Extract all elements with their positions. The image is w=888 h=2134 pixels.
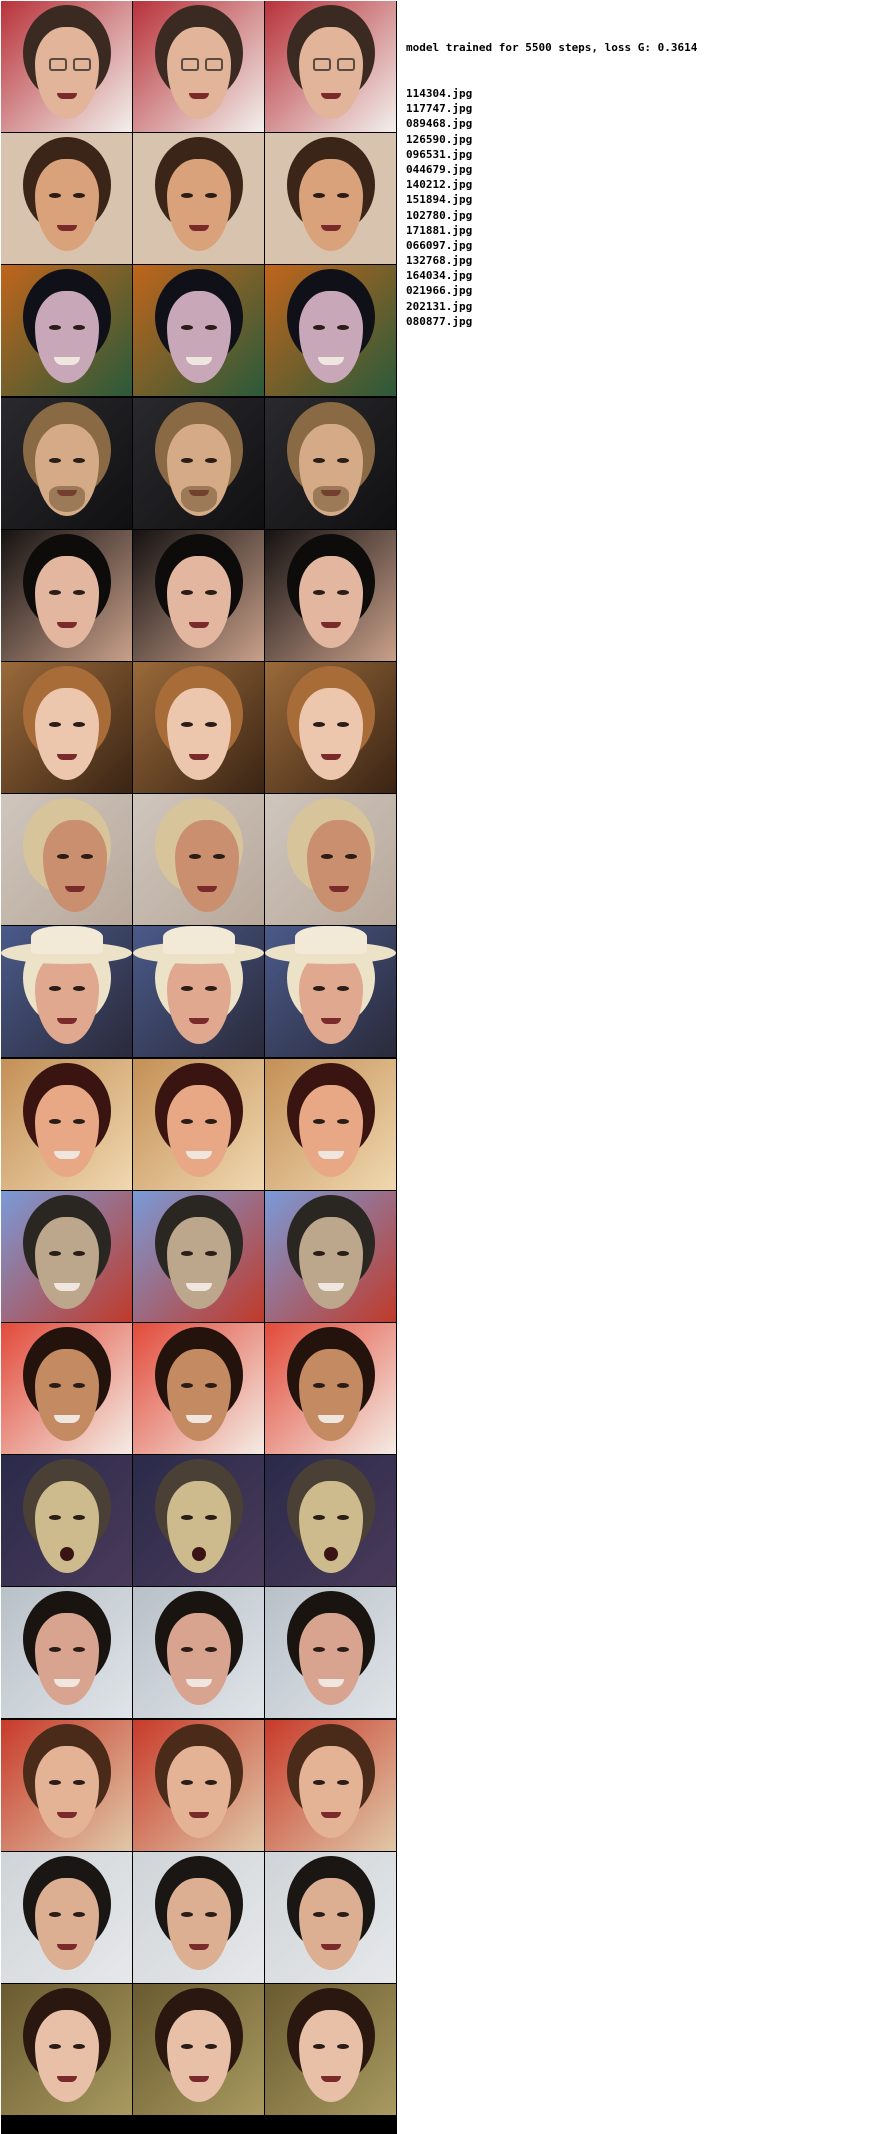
face-image	[265, 1455, 396, 1586]
file-name-12: 164034.jpg	[406, 269, 473, 283]
file-name-7: 151894.jpg	[406, 193, 473, 207]
face-image	[133, 133, 264, 264]
face-image	[265, 133, 396, 264]
face-image	[265, 1191, 396, 1322]
face-image	[133, 1720, 264, 1851]
face-image	[1, 662, 132, 793]
face-image	[1, 1455, 132, 1586]
file-name-1: 117747.jpg	[406, 102, 473, 116]
face-image	[133, 1191, 264, 1322]
face-image	[133, 1984, 264, 2115]
face-image	[265, 1720, 396, 1851]
face-image	[133, 1455, 264, 1586]
face-image	[133, 794, 264, 925]
face-image	[133, 265, 264, 396]
training-status-text: model trained for 5500 steps, loss G: 0.…	[406, 41, 698, 55]
image-row-2	[1, 265, 397, 396]
image-row-0	[1, 1, 397, 132]
face-image	[133, 398, 264, 529]
face-image	[133, 530, 264, 661]
image-row-12	[1, 1587, 397, 1718]
face-image	[133, 1852, 264, 1983]
face-image	[265, 794, 396, 925]
file-name-13: 021966.jpg	[406, 284, 473, 298]
face-image	[1, 1587, 132, 1718]
face-image	[133, 662, 264, 793]
info-panel: model trained for 5500 steps, loss G: 0.…	[406, 10, 698, 328]
image-row-6	[1, 794, 397, 925]
file-name-0: 114304.jpg	[406, 87, 473, 100]
face-image	[265, 926, 396, 1057]
image-row-3	[1, 398, 397, 529]
file-name-14: 202131.jpg	[406, 299, 473, 313]
image-row-15	[1, 1984, 397, 2115]
face-image	[133, 1, 264, 132]
face-image	[1, 926, 132, 1057]
file-name-4: 096531.jpg	[406, 147, 473, 161]
face-image	[265, 398, 396, 529]
file-list: 114304.jpg 117747.jpg 089468.jpg 126590.jpg…	[406, 86, 697, 328]
face-image	[1, 1, 132, 132]
face-image	[1, 398, 132, 529]
face-image	[1, 794, 132, 925]
image-row-8	[1, 1059, 397, 1190]
sample-image-grid	[1, 1, 397, 2134]
image-row-5	[1, 662, 397, 793]
face-image	[1, 1323, 132, 1454]
file-name-2: 089468.jpg	[406, 117, 473, 131]
face-image	[265, 1323, 396, 1454]
face-image	[1, 265, 132, 396]
face-image	[1, 133, 132, 264]
face-image	[1, 1191, 132, 1322]
face-image	[1, 1984, 132, 2115]
face-image	[265, 530, 396, 661]
face-image	[133, 1587, 264, 1718]
file-name-15: 080877.jpg	[406, 314, 473, 328]
file-name-9: 171881.jpg	[406, 223, 473, 237]
face-image	[265, 1984, 396, 2115]
face-image	[265, 662, 396, 793]
file-name-8: 102780.jpg	[406, 208, 473, 222]
face-image	[265, 1059, 396, 1190]
image-row-9	[1, 1191, 397, 1322]
face-image	[133, 1323, 264, 1454]
face-image	[133, 1059, 264, 1190]
face-image	[265, 265, 396, 396]
face-image	[1, 530, 132, 661]
face-image	[1, 1720, 132, 1851]
face-image	[265, 1587, 396, 1718]
file-name-11: 132768.jpg	[406, 254, 473, 268]
image-row-7	[1, 926, 397, 1057]
image-row-4	[1, 530, 397, 661]
image-row-10	[1, 1323, 397, 1454]
image-row-11	[1, 1455, 397, 1586]
file-name-10: 066097.jpg	[406, 238, 473, 252]
image-row-14	[1, 1852, 397, 1983]
face-image	[265, 1, 396, 132]
face-image	[1, 1852, 132, 1983]
file-name-3: 126590.jpg	[406, 132, 473, 146]
face-image	[1, 1059, 132, 1190]
file-name-6: 140212.jpg	[406, 178, 473, 192]
image-row-13	[1, 1720, 397, 1851]
face-image	[133, 926, 264, 1057]
image-row-1	[1, 133, 397, 264]
file-name-5: 044679.jpg	[406, 162, 473, 176]
face-image	[265, 1852, 396, 1983]
